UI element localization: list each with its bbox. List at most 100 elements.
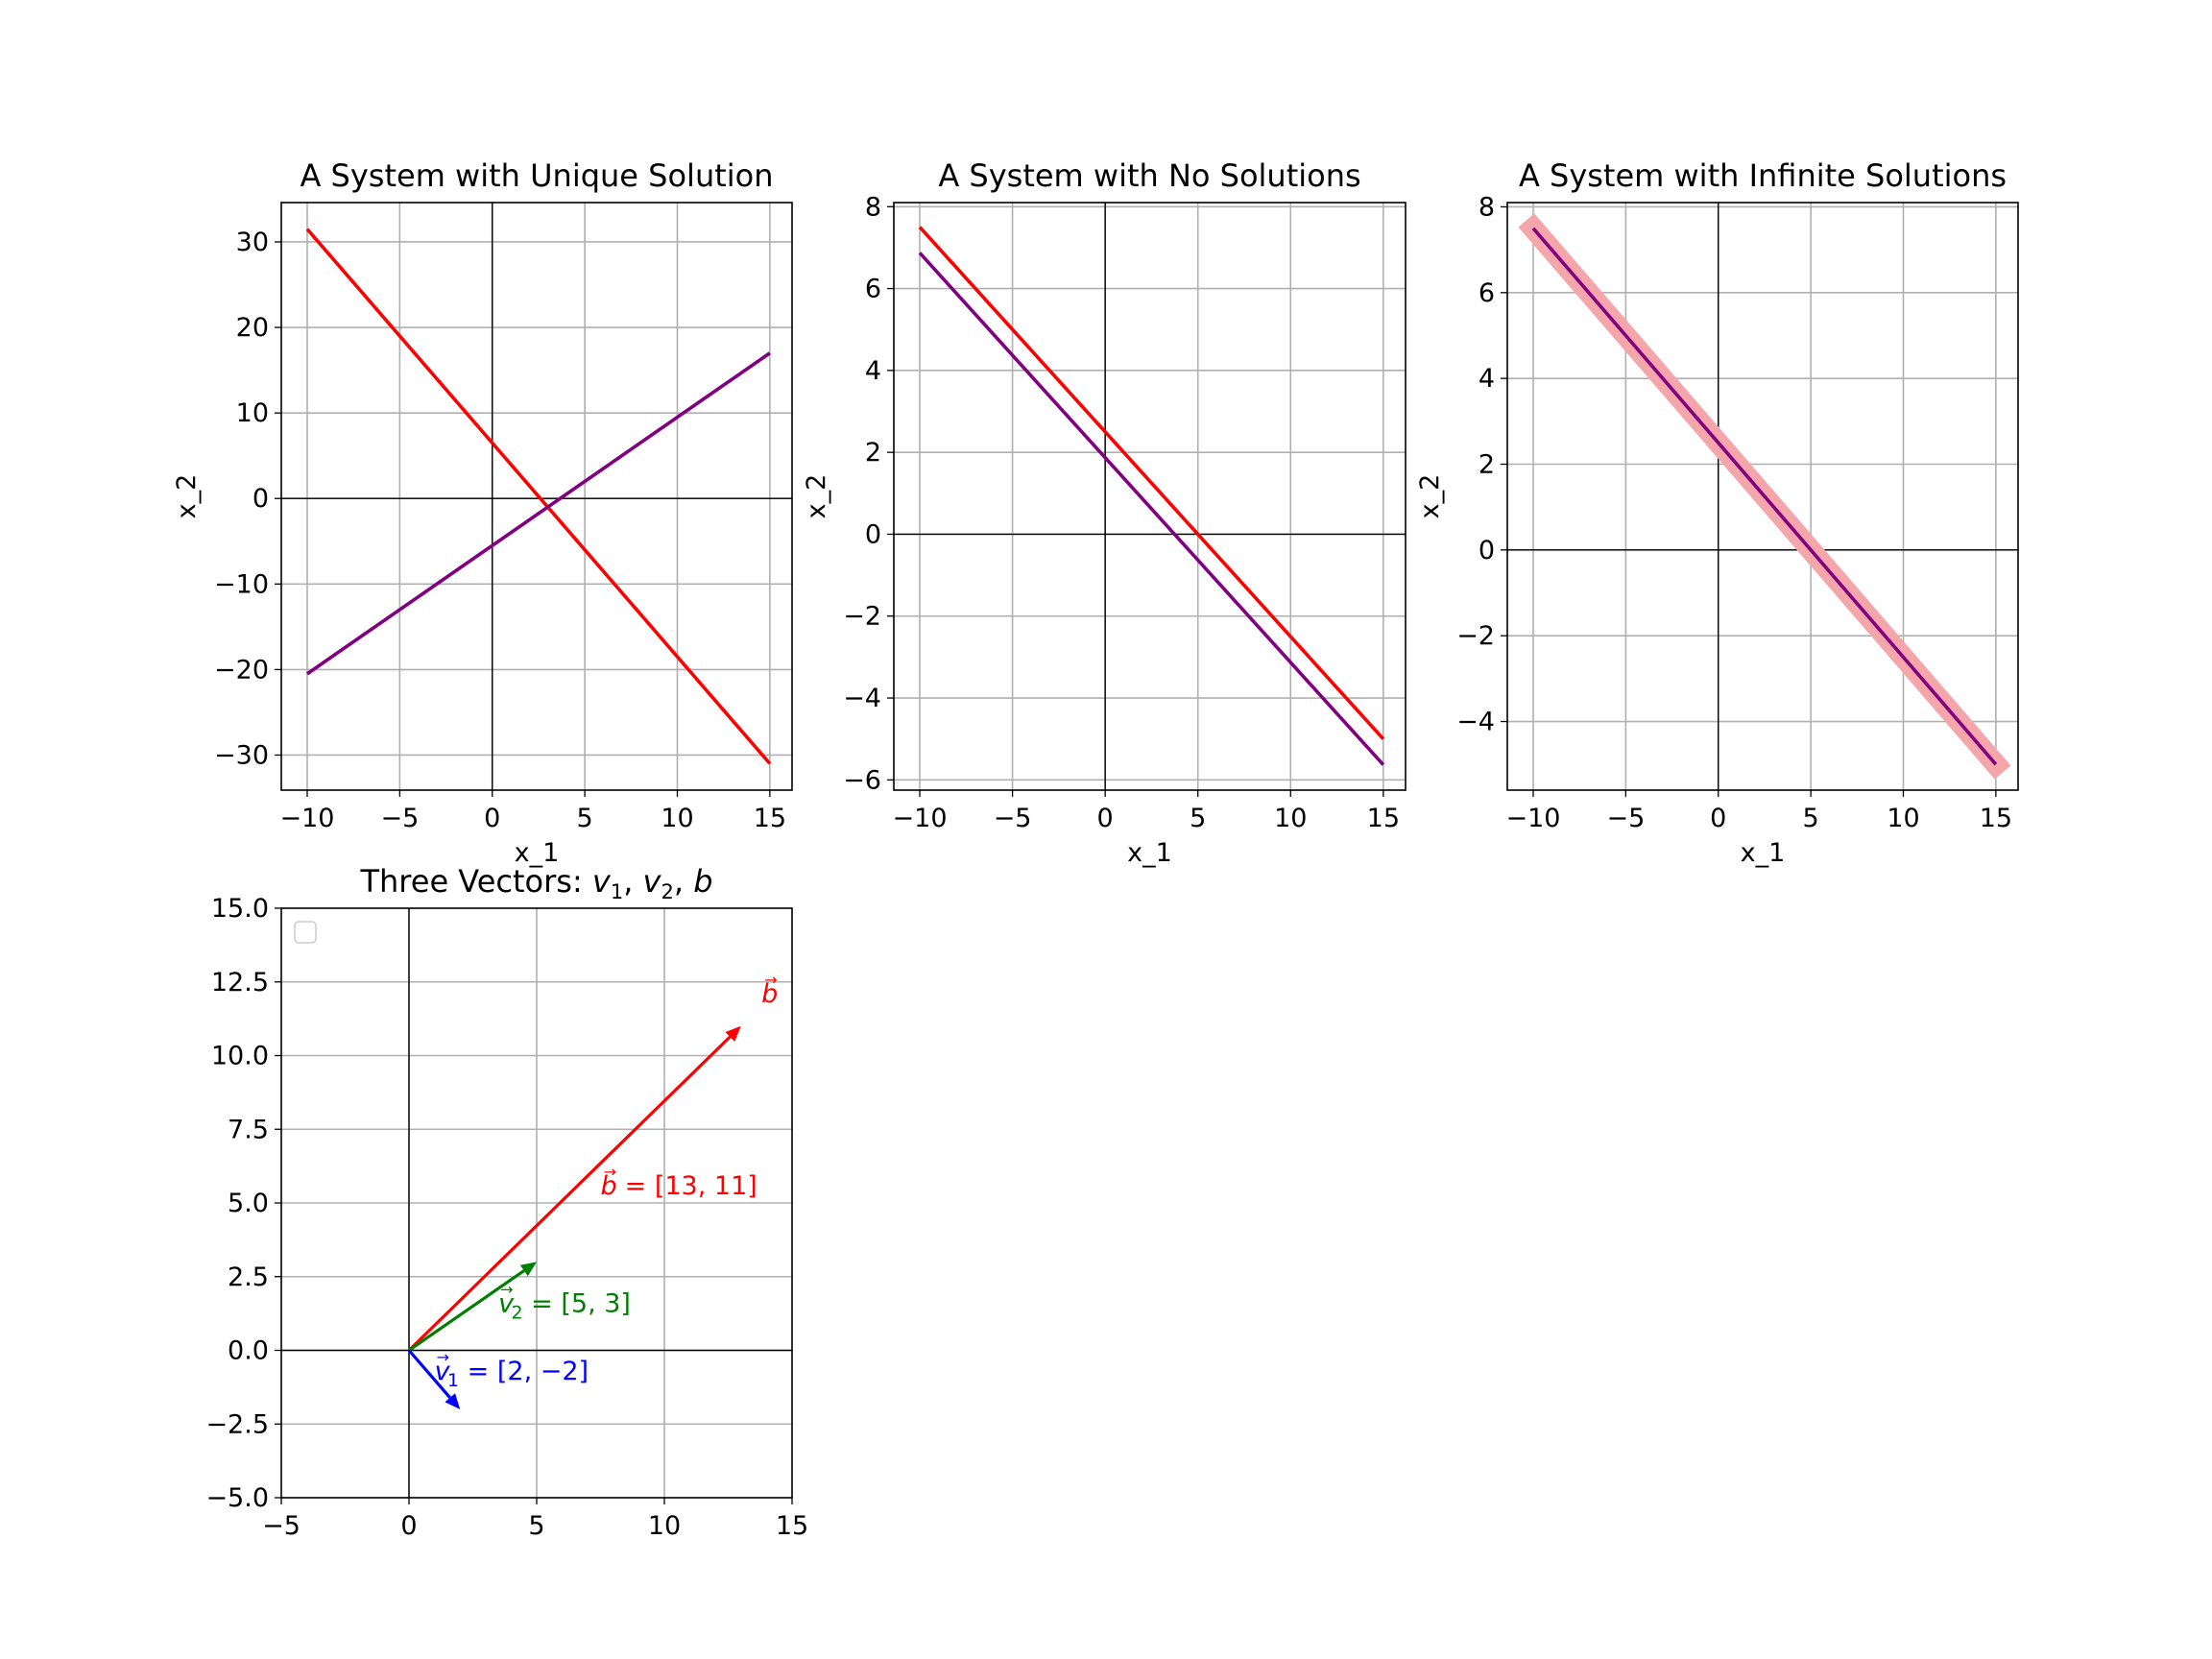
x-tick-label: 0 <box>1097 804 1114 833</box>
vector-symbol-letter: v <box>435 1357 451 1386</box>
x-tick-label: 0 <box>1710 804 1726 833</box>
title-part: v <box>643 863 662 900</box>
panel-unique-solution: −10 −5 0 5 10 15 −30 −20 −10 0 10 20 30 A System with… <box>172 157 793 868</box>
y-tick-label: 15.0 <box>211 894 269 924</box>
y-tick-label: −30 <box>214 740 269 770</box>
x-tick-label: −5 <box>262 1511 301 1541</box>
x-tick-label: −5 <box>994 804 1032 833</box>
y-tick-label: 0.0 <box>228 1336 269 1366</box>
x-tick-label: 10 <box>1274 804 1307 833</box>
chart-title: A System with Infinite Solutions <box>1519 157 2007 194</box>
x-tick-label: 5 <box>577 804 593 833</box>
y-tick-label: 8 <box>1479 192 1495 222</box>
y-tick-label: −10 <box>214 569 269 599</box>
series-line <box>305 351 771 676</box>
y-tick-label: 10 <box>236 398 269 428</box>
vector-symbol-letter: b <box>601 1171 617 1201</box>
x-tick-label: 15 <box>1980 804 2012 833</box>
series-line <box>918 252 1385 766</box>
vector-subscript: 2 <box>511 1303 522 1324</box>
b-vector-label: b→ = [13, 11] <box>601 1163 757 1201</box>
x-tick-label: 10 <box>1887 804 1919 833</box>
title-part: Three Vectors: <box>359 863 591 900</box>
vector-subscript: 1 <box>447 1370 459 1391</box>
x-tick-label: −10 <box>1505 804 1560 833</box>
x-axis-label: x_1 <box>1127 838 1172 868</box>
y-tick-label: −2 <box>1456 621 1495 651</box>
chart-title: A System with No Solutions <box>938 157 1360 194</box>
y-tick-label: −4 <box>843 684 881 713</box>
x-tick-label: 15 <box>776 1511 808 1541</box>
x-axis-label: x_1 <box>1741 838 1786 868</box>
panel-infinite-solutions: −10 −5 0 5 10 15 −4 −2 0 2 4 6 8 A System with Infini… <box>1415 157 2019 868</box>
chart-title: A System with Unique Solution <box>300 157 773 194</box>
y-tick-label: 20 <box>236 313 269 343</box>
vector-value: = [13, 11] <box>616 1171 757 1201</box>
x-tick-label: 5 <box>528 1511 544 1541</box>
vector-accent: → <box>437 1348 449 1366</box>
vector-symbol-letter: v <box>498 1289 515 1319</box>
title-part: v <box>592 863 612 900</box>
title-part: 1 <box>611 880 623 903</box>
x-tick-label: −10 <box>279 804 334 833</box>
y-tick-label: 5.0 <box>228 1189 269 1218</box>
vector-value: = [2, −2] <box>459 1357 589 1386</box>
vector-value: = [5, 3] <box>523 1289 631 1319</box>
y-tick-label: 12.5 <box>211 968 269 998</box>
x-tick-label: 0 <box>484 804 500 833</box>
y-tick-label: 6 <box>1479 278 1495 308</box>
v2-vector-arrowhead <box>519 1262 537 1277</box>
series-line <box>1531 227 1998 766</box>
axes-frame <box>280 907 793 1499</box>
legend-box-empty <box>294 921 317 944</box>
y-tick-label: 30 <box>236 228 269 257</box>
y-tick-label: 10.0 <box>211 1042 269 1071</box>
y-tick-label: 6 <box>865 275 881 304</box>
y-tick-label: 8 <box>865 192 881 222</box>
y-axis-label: x_2 <box>172 474 202 519</box>
y-tick-label: 4 <box>865 356 881 386</box>
title-part: 2 <box>661 880 673 903</box>
x-tick-label: 15 <box>754 804 786 833</box>
y-tick-label: 0 <box>252 484 269 514</box>
axes-frame <box>280 202 793 791</box>
y-tick-label: 7.5 <box>228 1115 269 1144</box>
y-tick-label: −4 <box>1456 708 1495 737</box>
v1-vector-shaft <box>407 1349 451 1399</box>
y-tick-label: −2.5 <box>205 1409 269 1439</box>
series-line <box>918 226 1385 740</box>
y-axis-label: x_2 <box>802 474 831 519</box>
panel-no-solutions: −10 −5 0 5 10 15 −6 −4 −2 0 2 4 6 8 A System with No S… <box>802 157 1407 868</box>
title-part: , <box>623 863 642 900</box>
y-tick-label: −20 <box>214 655 269 685</box>
x-tick-label: −5 <box>1606 804 1645 833</box>
vector-accent: → <box>500 1281 513 1299</box>
b-tip-symbol: b <box>761 979 778 1009</box>
x-tick-label: −5 <box>380 804 419 833</box>
axes-frame <box>893 202 1407 791</box>
y-tick-label: 2 <box>1479 449 1495 479</box>
x-tick-label: 10 <box>661 804 693 833</box>
y-tick-label: 4 <box>1479 364 1495 394</box>
v2-vector-label: v→ 2 = [5, 3] <box>498 1281 631 1324</box>
b-tip-accent: → <box>764 971 777 989</box>
x-tick-label: 0 <box>400 1511 417 1541</box>
y-tick-label: 0 <box>865 519 881 549</box>
y-tick-label: 0 <box>1479 536 1495 565</box>
vector-accent: → <box>604 1163 616 1181</box>
v1-vector-arrowhead <box>445 1393 461 1409</box>
x-axis-label: x_1 <box>515 838 560 868</box>
y-tick-label: 2 <box>865 438 881 468</box>
series-line <box>305 228 772 765</box>
x-tick-label: 15 <box>1367 804 1400 833</box>
title-part: b <box>693 863 712 900</box>
y-tick-label: −2 <box>843 602 881 632</box>
v2-vector-shaft <box>408 1269 525 1352</box>
b-vector-shaft <box>407 1035 732 1352</box>
x-tick-label: 5 <box>1803 804 1819 833</box>
x-tick-label: −10 <box>893 804 948 833</box>
b-vector-arrowhead <box>725 1025 741 1042</box>
y-tick-label: −5.0 <box>205 1483 269 1513</box>
y-tick-label: −6 <box>843 765 881 795</box>
